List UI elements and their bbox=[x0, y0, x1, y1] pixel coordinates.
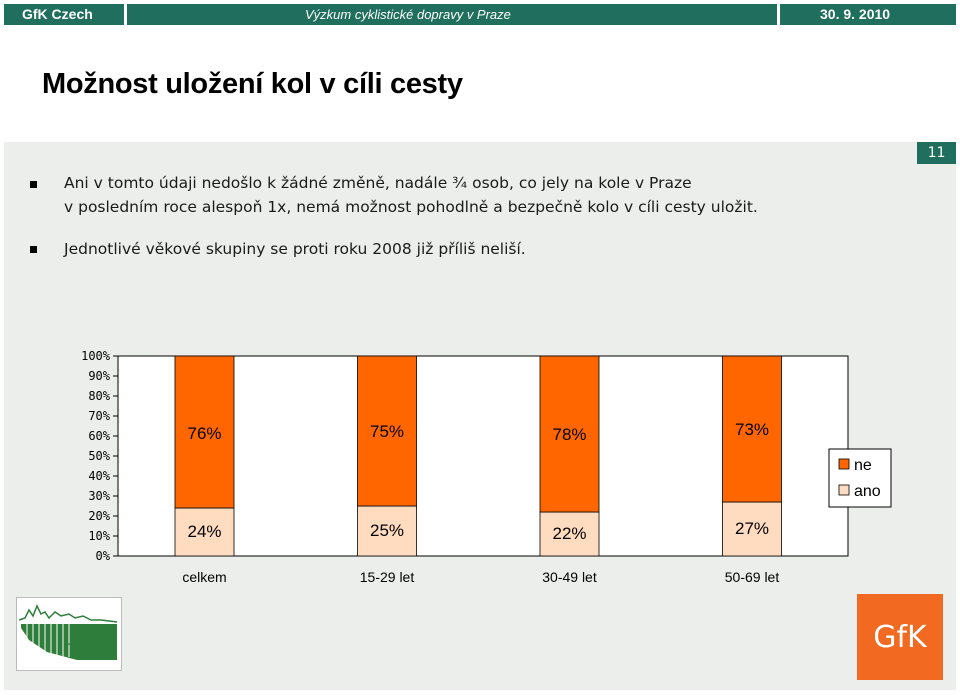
bar-segment-ne bbox=[357, 355, 417, 507]
y-tick-label: 40% bbox=[88, 469, 110, 483]
y-tick-label: 60% bbox=[88, 429, 110, 443]
brand-label: GfK Czech bbox=[4, 4, 124, 25]
data-label-ano: 25% bbox=[370, 521, 404, 540]
legend-swatch-ne bbox=[838, 458, 850, 470]
page-number: 11 bbox=[917, 142, 956, 164]
y-tick-label: 90% bbox=[88, 369, 110, 383]
gfk-logo-text: GfK bbox=[873, 620, 927, 655]
bar-segment-ano bbox=[722, 501, 782, 557]
gfk-logo: GfK bbox=[857, 594, 943, 680]
y-tick-label: 70% bbox=[88, 409, 110, 423]
data-label-ne: 73% bbox=[735, 420, 769, 439]
tsk-logo-text: TSK bbox=[65, 638, 109, 663]
bullet-1-line-2: v posledním roce alespoň 1x, nemá možnos… bbox=[64, 198, 758, 216]
category-label: 15-29 let bbox=[360, 569, 415, 585]
data-label-ne: 76% bbox=[187, 424, 221, 443]
category-label: 50-69 let bbox=[725, 569, 780, 585]
y-tick-label: 10% bbox=[88, 529, 110, 543]
bar-segment-ano bbox=[174, 507, 235, 557]
bar-segment-ano bbox=[539, 511, 600, 557]
y-tick-label: 20% bbox=[88, 509, 110, 523]
data-label-ne: 75% bbox=[370, 422, 404, 441]
bullet-2-icon bbox=[30, 246, 37, 253]
y-tick-label: 100% bbox=[81, 349, 111, 363]
bullet-1-icon bbox=[30, 181, 37, 188]
bar-segment-ne bbox=[722, 355, 782, 503]
top-bar: GfK Czech Výzkum cyklistické dopravy v P… bbox=[0, 0, 960, 29]
data-label-ne: 78% bbox=[552, 425, 586, 444]
data-label-ano: 24% bbox=[187, 522, 221, 541]
y-tick-label: 50% bbox=[88, 449, 110, 463]
bullet-1-line-1: Ani v tomto údaji nedošlo k žádné změně,… bbox=[64, 174, 692, 192]
category-label: celkem bbox=[182, 569, 226, 585]
presentation-subtitle: Výzkum cyklistické dopravy v Praze bbox=[127, 4, 777, 25]
data-label-ano: 27% bbox=[735, 519, 769, 538]
data-label-ano: 22% bbox=[552, 524, 586, 543]
category-label: 30-49 let bbox=[542, 569, 597, 585]
bullet-2-line-1: Jednotlivé věkové skupiny se proti roku … bbox=[64, 240, 526, 258]
legend-label-ne: ne bbox=[854, 457, 872, 474]
legend-label-ano: ano bbox=[854, 483, 881, 500]
page-title: Možnost uložení kol v cíli cesty bbox=[42, 68, 463, 100]
title-area bbox=[0, 29, 960, 142]
bar-segment-ano bbox=[357, 505, 417, 557]
bar-segment-ne bbox=[174, 355, 235, 509]
y-tick-label: 80% bbox=[88, 389, 110, 403]
tsk-logo-icon: TSK bbox=[18, 604, 118, 663]
bar-segment-ne bbox=[539, 355, 600, 513]
legend-swatch-ano bbox=[838, 484, 850, 496]
tsk-logo: TSK bbox=[16, 597, 122, 671]
y-tick-label: 0% bbox=[96, 549, 111, 563]
presentation-date: 30. 9. 2010 bbox=[780, 4, 956, 25]
y-tick-label: 30% bbox=[88, 489, 110, 503]
